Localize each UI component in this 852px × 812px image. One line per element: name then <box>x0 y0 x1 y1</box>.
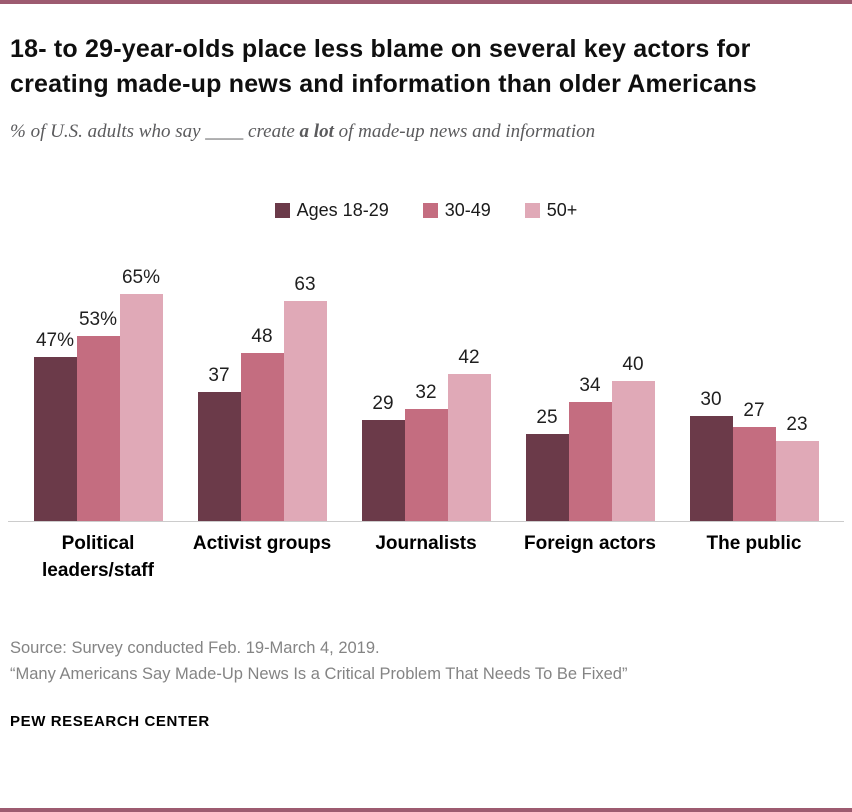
bar <box>240 353 284 521</box>
footer-brand: PEW RESEARCH CENTER <box>10 713 210 731</box>
bar-value-label: 53% <box>78 308 118 330</box>
category-label: The public <box>706 533 802 554</box>
bar-column: 42 <box>447 347 491 521</box>
legend-label: Ages 18-29 <box>296 199 389 220</box>
bar-group: 47% 53% 65% <box>16 266 180 521</box>
bar-column: 48 <box>240 326 284 521</box>
bar <box>283 300 327 521</box>
bar-group: 30 27 23 <box>672 389 836 521</box>
bar-column: 29 <box>361 392 405 521</box>
legend-swatch <box>422 202 438 218</box>
bar-column: 34 <box>568 375 612 521</box>
bar-value-label: 63 <box>294 273 316 295</box>
category-label: Political leaders/staff <box>42 533 154 581</box>
x-axis-line <box>8 521 844 522</box>
bar-value-label: 34 <box>579 375 601 396</box>
bar <box>732 426 776 521</box>
subtitle-emphasis: a lot <box>299 121 334 142</box>
bar-column: 37 <box>197 364 241 521</box>
subtitle-prefix: % of U.S. adults who say ____ create <box>10 121 300 142</box>
bar-value-label: 65% <box>121 266 161 288</box>
bar <box>611 381 655 521</box>
bar-column: 30 <box>689 389 733 521</box>
legend: Ages 18-29 30-49 50+ <box>0 199 852 221</box>
bar-column: 27 <box>732 399 776 521</box>
legend-item: 30-49 <box>422 199 491 221</box>
bar-group: 25 34 40 <box>508 354 672 521</box>
legend-swatch <box>274 202 290 218</box>
bar-value-label: 47% <box>35 329 75 351</box>
bar-column: 65% <box>119 266 163 521</box>
bar <box>33 356 77 521</box>
bar <box>197 391 241 521</box>
bar <box>775 440 819 521</box>
bar-value-label: 32 <box>415 382 437 403</box>
legend-label: 30-49 <box>444 199 491 220</box>
bar-column: 23 <box>775 413 819 521</box>
subtitle-suffix: of made-up news and information <box>333 121 596 142</box>
bar <box>525 433 569 521</box>
source-line-1: Source: Survey conducted Feb. 19-March 4… <box>10 639 380 658</box>
bar-value-label: 29 <box>372 392 394 414</box>
bar <box>76 335 120 521</box>
bar-column: 32 <box>404 382 448 521</box>
bottom-accent-rule <box>0 808 852 812</box>
bar-column: 47% <box>33 329 77 521</box>
legend-swatch <box>524 202 540 218</box>
bar-chart: 47% 53% 65% 37 48 63 29 32 42 25 34 40 30 27 23 Politi… <box>0 221 852 584</box>
bar-value-label: 23 <box>786 413 808 435</box>
bar-value-label: 48 <box>251 326 273 347</box>
bar-group: 29 32 42 <box>344 347 508 521</box>
source-note: Source: Survey conducted Feb. 19-March 4… <box>10 636 842 687</box>
legend-item: 50+ <box>524 199 578 221</box>
category-label: Foreign actors <box>524 533 656 554</box>
top-accent-rule <box>0 0 852 4</box>
bar-value-label: 25 <box>536 406 558 428</box>
bar-value-label: 40 <box>622 354 644 375</box>
chart-subtitle: % of U.S. adults who say ____ create a l… <box>10 121 842 143</box>
bar <box>689 416 733 521</box>
bar <box>404 409 448 521</box>
bar <box>447 374 491 521</box>
bar-column: 40 <box>611 354 655 521</box>
chart-title: 18- to 29-year-olds place less blame on … <box>10 35 757 98</box>
legend-item: Ages 18-29 <box>274 199 389 221</box>
bar-value-label: 37 <box>208 364 230 386</box>
bar-groups: 47% 53% 65% 37 48 63 29 32 42 25 34 40 30 27 23 <box>0 221 852 521</box>
category-labels: Political leaders/staff Activist groups Jo… <box>0 531 852 584</box>
source-line-2: “Many Americans Say Made-Up News Is a Cr… <box>10 664 628 683</box>
bar-group: 37 48 63 <box>180 273 344 521</box>
bar-column: 63 <box>283 273 327 521</box>
bar-value-label: 42 <box>458 347 480 368</box>
legend-label: 50+ <box>546 199 578 220</box>
category-label: Activist groups <box>192 533 332 554</box>
bar-value-label: 27 <box>743 399 765 421</box>
bar-column: 25 <box>525 406 569 521</box>
bar <box>568 402 612 521</box>
bar-column: 53% <box>76 308 120 521</box>
bar <box>119 293 163 521</box>
bar-value-label: 30 <box>700 389 722 410</box>
bar <box>361 419 405 521</box>
category-label: Journalists <box>375 533 477 554</box>
